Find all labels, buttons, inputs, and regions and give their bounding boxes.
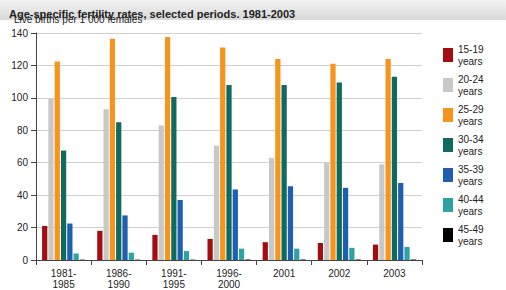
svg-text:60: 60 [17,157,29,168]
svg-text:years: years [458,116,482,127]
svg-text:140: 140 [11,28,28,39]
svg-text:20-24: 20-24 [458,74,484,85]
svg-text:1990: 1990 [108,279,131,290]
svg-text:2000: 2000 [218,279,241,290]
svg-text:1991-: 1991- [161,268,187,279]
svg-text:1985: 1985 [52,279,75,290]
svg-text:35-39: 35-39 [458,164,484,175]
svg-text:40: 40 [17,190,29,201]
svg-text:years: years [458,56,482,67]
svg-text:80: 80 [17,125,29,136]
svg-text:25-29: 25-29 [458,104,484,115]
svg-text:20: 20 [17,222,29,233]
svg-text:2003: 2003 [383,268,406,279]
svg-text:1996-: 1996- [216,268,242,279]
svg-text:30-34: 30-34 [458,134,484,145]
svg-text:years: years [458,206,482,217]
svg-text:years: years [458,146,482,157]
svg-text:0: 0 [22,255,28,266]
svg-text:1986-: 1986- [106,268,132,279]
svg-text:100: 100 [11,92,28,103]
svg-text:years: years [458,86,482,97]
svg-text:years: years [458,176,482,187]
svg-text:Age-specific fertility rates,: Age-specific fertility rates, selected p… [9,8,295,20]
svg-text:40-44: 40-44 [458,194,484,205]
svg-text:2001: 2001 [273,268,296,279]
svg-text:years: years [458,236,482,247]
svg-text:15-19: 15-19 [458,44,484,55]
svg-text:2002: 2002 [328,268,351,279]
svg-text:45-49: 45-49 [458,224,484,235]
svg-text:1981-: 1981- [51,268,77,279]
svg-text:120: 120 [11,60,28,71]
svg-text:1995: 1995 [163,279,186,290]
